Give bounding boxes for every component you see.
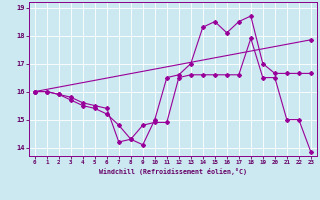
X-axis label: Windchill (Refroidissement éolien,°C): Windchill (Refroidissement éolien,°C)	[99, 168, 247, 175]
